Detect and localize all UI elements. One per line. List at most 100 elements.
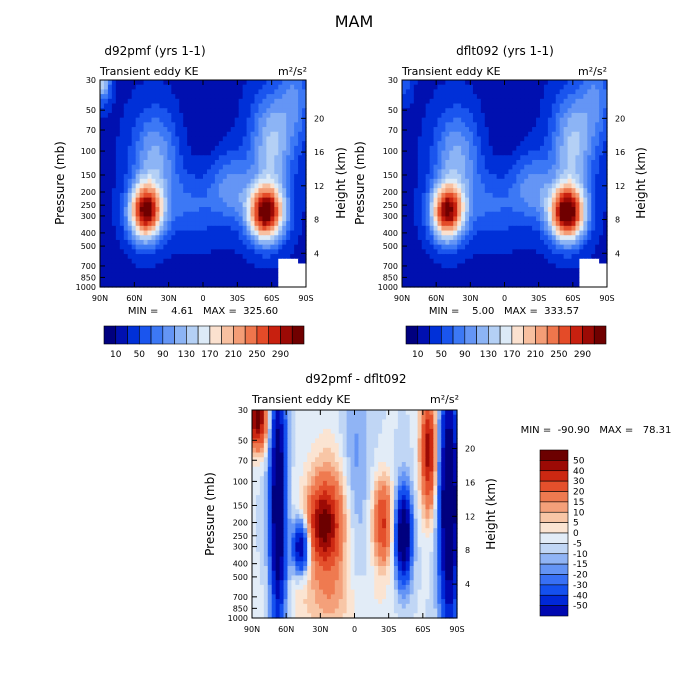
heatmap-cell bbox=[516, 188, 521, 194]
heatmap-cell bbox=[155, 197, 161, 203]
heatmap-cell bbox=[246, 188, 252, 194]
heatmap-cell bbox=[469, 216, 474, 222]
heatmap-cell bbox=[516, 277, 521, 283]
heatmap-cell bbox=[445, 103, 450, 109]
heatmap-cell bbox=[484, 225, 490, 232]
y-right-tick-label: 4 bbox=[314, 249, 319, 258]
heatmap-cell bbox=[123, 141, 129, 147]
heatmap-cell bbox=[512, 272, 517, 279]
heatmap-cell bbox=[263, 414, 269, 421]
heatmap-cell bbox=[155, 131, 161, 138]
heatmap-cell bbox=[131, 230, 137, 236]
heatmap-cell bbox=[294, 244, 299, 250]
heatmap-cell bbox=[286, 169, 291, 175]
heatmap-cell bbox=[199, 131, 204, 138]
heatmap-cell bbox=[214, 239, 220, 246]
heatmap-cell bbox=[127, 249, 133, 255]
heatmap-cell bbox=[238, 150, 244, 156]
heatmap-cell bbox=[413, 263, 419, 269]
colorbar-swatch bbox=[593, 325, 607, 345]
heatmap-cell bbox=[254, 244, 260, 250]
heatmap-cell bbox=[480, 169, 486, 175]
heatmap-cell bbox=[298, 188, 303, 194]
heatmap-cell bbox=[270, 145, 275, 152]
heatmap-cell bbox=[445, 117, 450, 123]
heatmap-cell bbox=[258, 155, 264, 161]
heatmap-cell bbox=[528, 225, 533, 232]
heatmap-cell bbox=[199, 112, 204, 119]
heatmap-cell bbox=[139, 230, 145, 236]
heatmap-cell bbox=[294, 155, 299, 161]
heatmap-cell bbox=[147, 277, 153, 283]
heatmap-cell bbox=[147, 183, 153, 189]
heatmap-cell bbox=[107, 216, 113, 222]
heatmap-cell bbox=[278, 174, 283, 180]
heatmap-cell bbox=[222, 150, 228, 156]
heatmap-cell bbox=[298, 159, 303, 166]
heatmap-cell bbox=[291, 410, 296, 416]
heatmap-cell bbox=[504, 159, 510, 166]
heatmap-cell bbox=[524, 80, 529, 86]
heatmap-cell bbox=[472, 268, 478, 274]
heatmap-cell bbox=[274, 103, 279, 109]
heatmap-cell bbox=[206, 155, 212, 161]
heatmap-cell bbox=[302, 254, 307, 260]
heatmap-cell bbox=[287, 424, 293, 430]
heatmap-cell bbox=[238, 98, 244, 105]
heatmap-cell bbox=[378, 410, 383, 416]
heatmap-cell bbox=[449, 136, 454, 142]
heatmap-cell bbox=[421, 98, 427, 105]
heatmap-cell bbox=[516, 136, 521, 142]
heatmap-cell bbox=[195, 202, 200, 208]
heatmap-cell bbox=[242, 80, 248, 86]
heatmap-cell bbox=[441, 141, 446, 147]
heatmap-cell bbox=[206, 235, 212, 241]
heatmap-cell bbox=[496, 164, 502, 170]
heatmap-cell bbox=[480, 272, 486, 279]
heatmap-cell bbox=[135, 131, 141, 138]
heatmap-cell bbox=[449, 103, 454, 109]
heatmap-cell bbox=[543, 258, 549, 265]
heatmap-cell bbox=[512, 169, 517, 175]
heatmap-cell bbox=[230, 263, 236, 269]
heatmap-cell bbox=[591, 258, 596, 265]
heatmap-cell bbox=[441, 192, 446, 199]
heatmap-cell bbox=[504, 225, 510, 232]
heatmap-cell bbox=[472, 159, 478, 166]
heatmap-cell bbox=[469, 150, 474, 156]
heatmap-cell bbox=[476, 141, 482, 147]
heatmap-cell bbox=[587, 98, 592, 105]
heatmap-cell bbox=[413, 131, 419, 138]
heatmap-cell bbox=[107, 202, 113, 208]
heatmap-cell bbox=[250, 221, 256, 227]
heatmap-cell bbox=[551, 183, 557, 189]
heatmap-cell bbox=[409, 277, 415, 283]
heatmap-cell bbox=[402, 235, 407, 241]
heatmap-cell bbox=[203, 159, 208, 166]
heatmap-cell bbox=[409, 258, 415, 265]
heatmap-cell bbox=[283, 414, 289, 421]
heatmap-cell bbox=[563, 192, 569, 199]
heatmap-cell bbox=[270, 141, 275, 147]
heatmap-cell bbox=[143, 197, 149, 203]
heatmap-cell bbox=[286, 239, 291, 246]
heatmap-cell bbox=[151, 164, 157, 170]
heatmap-cell bbox=[123, 155, 129, 161]
heatmap-cell bbox=[417, 108, 423, 114]
heatmap-cell bbox=[103, 122, 109, 128]
heatmap-cell bbox=[246, 235, 252, 241]
heatmap-cell bbox=[599, 84, 604, 90]
heatmap-cell bbox=[167, 244, 172, 250]
heatmap-cell bbox=[103, 108, 109, 114]
heatmap-cell bbox=[575, 258, 580, 265]
heatmap-cell bbox=[500, 98, 506, 105]
heatmap-cell bbox=[539, 221, 545, 227]
heatmap-cell bbox=[119, 221, 125, 227]
heatmap-cell bbox=[119, 282, 125, 288]
heatmap-cell bbox=[528, 174, 533, 180]
heatmap-cell bbox=[579, 183, 584, 189]
heatmap-cell bbox=[282, 249, 287, 255]
heatmap-cell bbox=[290, 112, 295, 119]
heatmap-cell bbox=[496, 112, 502, 119]
